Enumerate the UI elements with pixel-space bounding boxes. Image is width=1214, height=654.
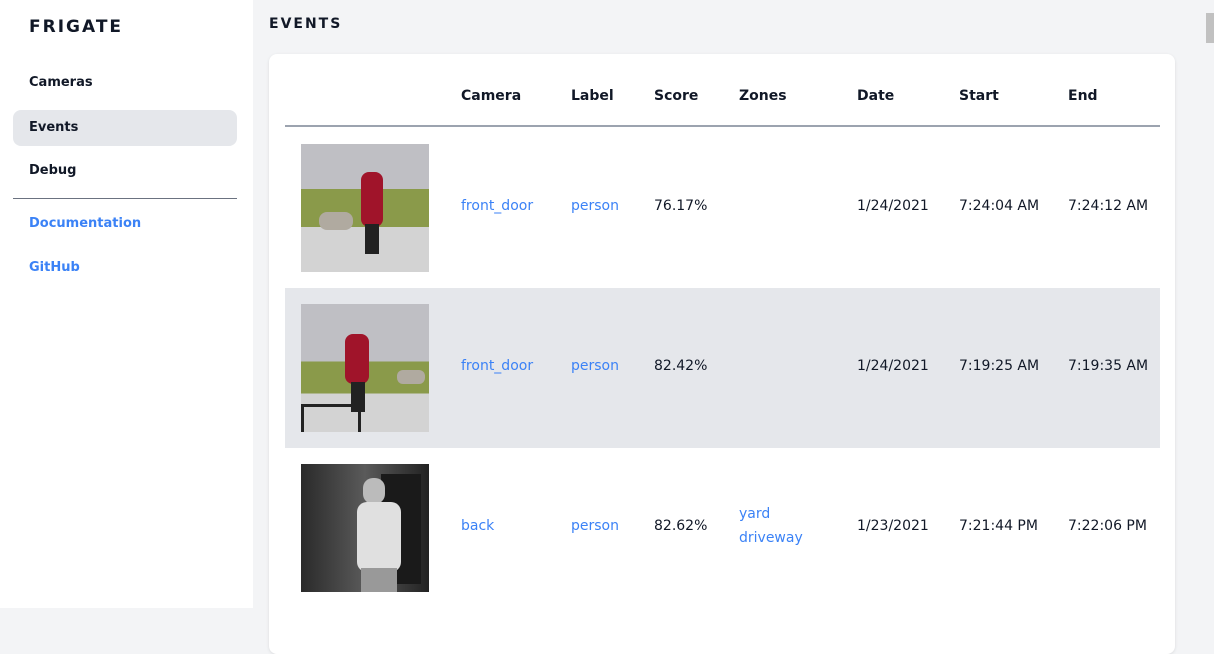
sidebar-item-events[interactable]: Events xyxy=(13,110,237,146)
scrollbar-thumb[interactable] xyxy=(1206,13,1214,43)
end-time: 7:19:35 AM xyxy=(1068,358,1149,374)
zone-link-yard[interactable]: yard xyxy=(739,506,771,522)
header-label: Label xyxy=(571,88,614,104)
github-link[interactable]: GitHub xyxy=(29,260,80,275)
end-time: 7:22:06 PM xyxy=(1068,518,1147,534)
sidebar-item-debug[interactable]: Debug xyxy=(29,163,77,178)
date: 1/24/2021 xyxy=(857,358,929,374)
event-thumbnail[interactable] xyxy=(301,464,429,592)
score: 82.62% xyxy=(654,518,708,534)
header-zones: Zones xyxy=(739,88,787,104)
start-time: 7:24:04 AM xyxy=(959,198,1040,214)
zone-link-driveway[interactable]: driveway xyxy=(739,530,803,546)
camera-link[interactable]: front_door xyxy=(461,358,534,374)
table-row[interactable]: front_door person 76.17% 1/24/2021 7:24:… xyxy=(285,128,1160,288)
app-logo: FRIGATE xyxy=(29,17,124,37)
header-score: Score xyxy=(654,88,699,104)
label-link[interactable]: person xyxy=(571,198,619,214)
camera-link[interactable]: front_door xyxy=(461,198,534,214)
sidebar-item-cameras[interactable]: Cameras xyxy=(29,75,93,90)
header-date: Date xyxy=(857,88,895,104)
header-end: End xyxy=(1068,88,1098,104)
sidebar-divider xyxy=(13,198,237,199)
scrollbar[interactable] xyxy=(1204,0,1214,608)
camera-link[interactable]: back xyxy=(461,518,495,534)
start-time: 7:21:44 PM xyxy=(959,518,1038,534)
score: 76.17% xyxy=(654,198,708,214)
documentation-link[interactable]: Documentation xyxy=(29,216,142,231)
score: 82.42% xyxy=(654,358,708,374)
page-title: EVENTS xyxy=(269,16,343,32)
table-header: Camera Label Score Zones Date Start End xyxy=(285,54,1160,127)
header-camera: Camera xyxy=(461,88,522,104)
label-link[interactable]: person xyxy=(571,358,619,374)
table-row[interactable]: front_door person 82.42% 1/24/2021 7:19:… xyxy=(285,288,1160,448)
label-link[interactable]: person xyxy=(571,518,619,534)
header-start: Start xyxy=(959,88,999,104)
start-time: 7:19:25 AM xyxy=(959,358,1040,374)
event-thumbnail[interactable] xyxy=(301,144,429,272)
sidebar: FRIGATE Cameras Events Debug Documentati… xyxy=(0,0,253,608)
end-time: 7:24:12 AM xyxy=(1068,198,1149,214)
table-row[interactable]: back person 82.62% yard driveway 1/23/20… xyxy=(285,448,1160,608)
date: 1/24/2021 xyxy=(857,198,929,214)
event-thumbnail[interactable] xyxy=(301,304,429,432)
date: 1/23/2021 xyxy=(857,518,929,534)
events-table: Camera Label Score Zones Date Start End … xyxy=(269,54,1175,654)
